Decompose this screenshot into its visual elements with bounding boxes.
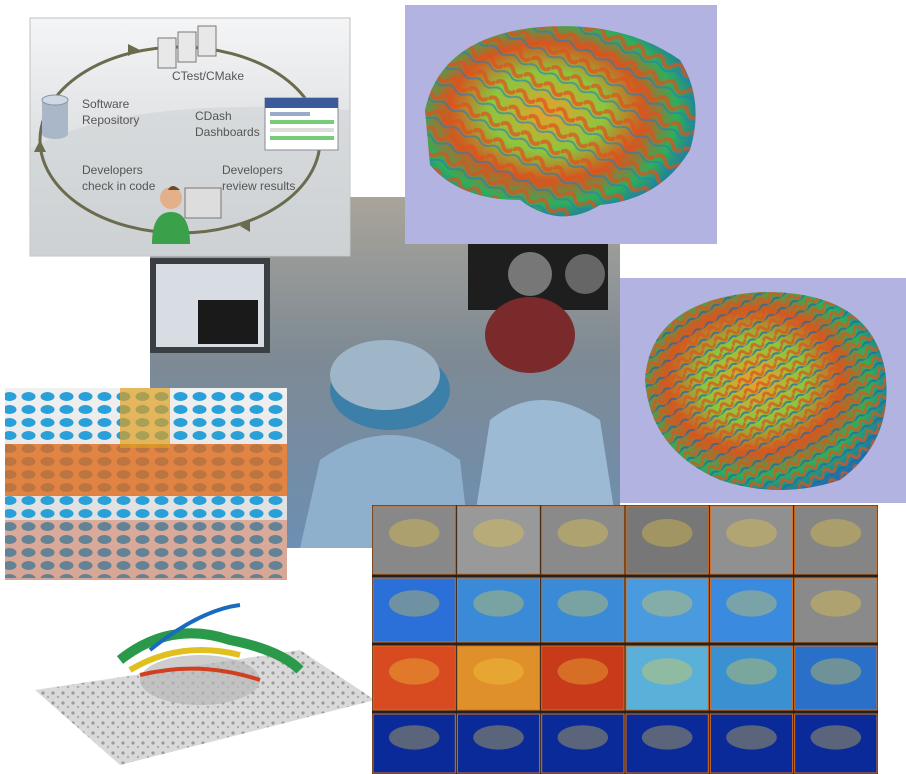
- mri-cell: [372, 645, 456, 711]
- node-label: Dashboards: [195, 125, 260, 139]
- mri-cell: [625, 577, 709, 643]
- mri-cell: [557, 658, 609, 685]
- node-label: check in code: [82, 179, 156, 193]
- node-label: Repository: [82, 113, 139, 127]
- mri-cell: [709, 713, 794, 774]
- mri-cell: [709, 505, 794, 575]
- mri-cell: [641, 519, 693, 547]
- mri-cell: [794, 645, 878, 711]
- mri-cell: [473, 725, 524, 750]
- mri-cell: [641, 725, 693, 750]
- mri-cell: [541, 577, 625, 643]
- mri-cell: [388, 725, 440, 750]
- mri-cell: [456, 645, 541, 711]
- mri-cell: [388, 658, 440, 685]
- dashboard-icon: [264, 97, 339, 151]
- node-label: Software: [82, 97, 130, 111]
- mri-cell: [810, 590, 862, 617]
- mri-cell: [810, 658, 862, 685]
- mri-cell: [388, 590, 440, 617]
- mri-cell: [456, 577, 541, 643]
- database-icon: [41, 94, 69, 139]
- node-label: CTest/CMake: [172, 69, 244, 83]
- mri-cell: [473, 658, 524, 685]
- mri-cell: [473, 519, 524, 547]
- mri-cell: [810, 725, 862, 750]
- mri-cell: [557, 590, 609, 617]
- node-label: Developers: [82, 163, 143, 177]
- mri-cell: [641, 590, 693, 617]
- mri-cell: [541, 713, 625, 774]
- cdash-diagram: CTest/CMake Software Repository CDash Da…: [29, 17, 351, 257]
- brain-surface-top: [405, 5, 717, 244]
- mri-cell: [388, 519, 440, 547]
- mri-cell: [810, 519, 862, 547]
- mri-cell: [641, 658, 693, 685]
- mri-cell: [372, 713, 456, 774]
- mri-cell: [473, 590, 524, 617]
- mri-cell: [726, 725, 777, 750]
- mri-cell: [541, 645, 625, 711]
- mri-cell: [372, 505, 456, 575]
- mri-cell: [726, 519, 777, 547]
- mri-cell: [709, 577, 794, 643]
- mri-cell: [726, 658, 777, 685]
- mri-cell: [625, 505, 709, 575]
- node-label: CDash: [195, 109, 232, 123]
- person-icon: [152, 186, 222, 244]
- mri-cell: [709, 645, 794, 711]
- mri-cell: [625, 645, 709, 711]
- node-label: review results: [222, 179, 295, 193]
- node-label: Developers: [222, 163, 283, 177]
- mri-cell: [794, 713, 878, 774]
- mri-cell: [557, 519, 609, 547]
- mri-cell: [541, 505, 625, 575]
- mri-cell: [557, 725, 609, 750]
- mri-cell: [726, 590, 777, 617]
- mri-cell: [456, 505, 541, 575]
- mri-cell: [625, 713, 709, 774]
- mri-cell: [372, 577, 456, 643]
- mri-grid: [372, 505, 878, 774]
- mri-cell: [456, 713, 541, 774]
- fiber-tracts: [30, 600, 375, 770]
- brain-surface-right: [620, 278, 906, 503]
- mri-cell: [794, 505, 878, 575]
- server-icons: [157, 25, 217, 69]
- tensor-glyphs: [5, 388, 287, 580]
- mri-cell: [794, 577, 878, 643]
